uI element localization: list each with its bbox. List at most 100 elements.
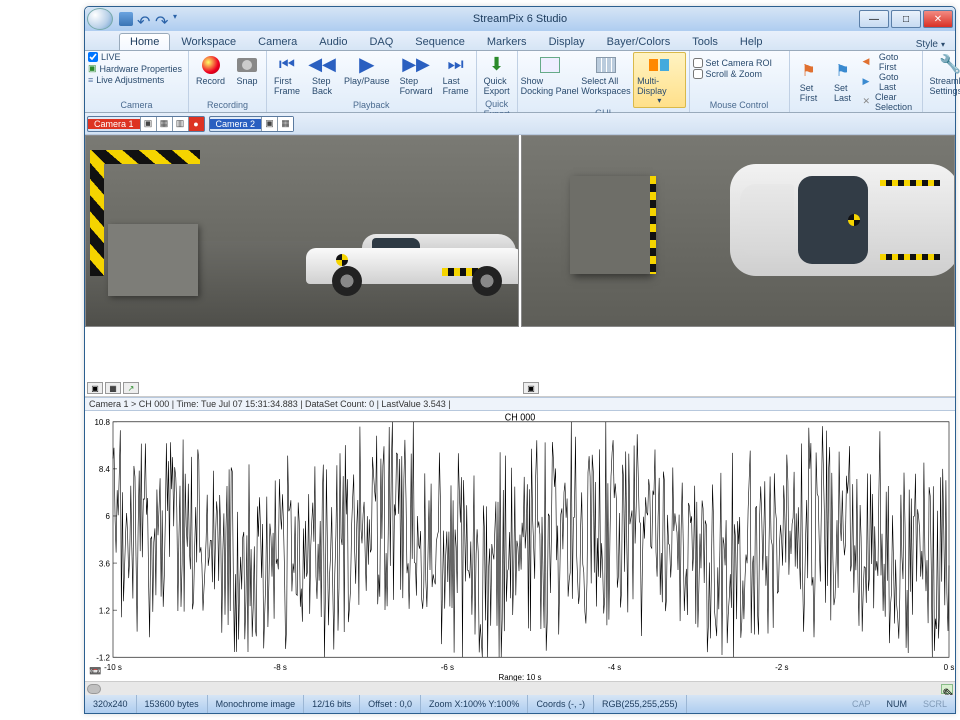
view-tool-icon[interactable]: ↗	[123, 382, 139, 394]
cam-mini-icon[interactable]: ▣	[261, 117, 277, 131]
multi-display-button[interactable]: Multi-Display▾	[633, 52, 685, 108]
live-checkbox[interactable]: LIVE	[88, 52, 185, 62]
status-rgb: RGB(255,255,255)	[594, 695, 687, 713]
tab-display[interactable]: Display	[538, 33, 596, 50]
camera-tab-1[interactable]: Camera 1 ▣ ▦ ▥ ●	[87, 116, 205, 132]
status-bar: 320x240 153600 bytes Monochrome image 12…	[85, 695, 955, 713]
svg-text:3.6: 3.6	[99, 558, 110, 568]
group-label: Mouse Control	[693, 100, 786, 111]
cam-mini-icon[interactable]: ▣	[140, 117, 156, 131]
tab-home[interactable]: Home	[119, 33, 170, 50]
camera-tab-label: Camera 1	[88, 119, 140, 129]
group-label: Camera	[88, 100, 185, 111]
cam-mini-icon[interactable]: ▦	[156, 117, 172, 131]
tab-help[interactable]: Help	[729, 33, 774, 50]
set-camera-roi-checkbox[interactable]: Set Camera ROI	[693, 58, 786, 68]
status-mode: Monochrome image	[208, 695, 305, 713]
camera-tab-2[interactable]: Camera 2 ▣ ▦	[209, 116, 295, 132]
goto-last-icon: ▶	[863, 76, 876, 88]
adjust-icon: ≡	[88, 75, 93, 85]
ribbon-group-playback: ⏮First Frame ◀◀Step Back ▶Play/Pause ▶▶S…	[267, 51, 477, 112]
settings-button[interactable]: 🔧StreamPix Settings	[926, 52, 960, 99]
export-icon: ⬇	[486, 54, 508, 76]
goto-first-button[interactable]: ◀Goto First	[861, 52, 919, 72]
app-orb[interactable]	[87, 8, 113, 30]
svg-text:1.2: 1.2	[99, 605, 110, 615]
select-all-workspaces-button[interactable]: Select All Workspaces	[581, 52, 632, 99]
chevron-down-icon: ▾	[941, 40, 945, 49]
status-dims: 320x240	[85, 695, 137, 713]
group-label	[926, 110, 960, 111]
cam-record-icon[interactable]: ●	[188, 117, 204, 131]
step-forward-button[interactable]: ▶▶Step Forward	[396, 52, 437, 99]
signal-graph[interactable]: CH 00010.88.463.61.2-1.2-10 s-8 s-6 s-4 …	[85, 411, 955, 681]
last-frame-button[interactable]: ⏭Last Frame	[439, 52, 473, 99]
view-tool-icon[interactable]: ▦	[105, 382, 121, 394]
undo-icon[interactable]: ↶	[137, 12, 151, 26]
live-adjustments[interactable]: ≡Live Adjustments	[88, 75, 185, 85]
status-bits: 12/16 bits	[304, 695, 360, 713]
tab-workspace[interactable]: Workspace	[170, 33, 247, 50]
step-back-button[interactable]: ◀◀Step Back	[306, 52, 338, 99]
ribbon-group-settings: 🔧StreamPix Settings	[923, 51, 960, 112]
clear-icon: ✕	[863, 96, 873, 108]
scrollbar-thumb[interactable]	[87, 684, 101, 694]
camera-tab-label: Camera 2	[210, 119, 262, 129]
set-first-button[interactable]: ⚑Set First	[793, 59, 825, 106]
first-frame-button[interactable]: ⏮First Frame	[270, 52, 304, 99]
ribbon-group-camera: LIVE ▣Hardware Properties ≡Live Adjustme…	[85, 51, 189, 112]
tab-sequence[interactable]: Sequence	[404, 33, 476, 50]
set-last-button[interactable]: ⚑Set Last	[827, 59, 859, 106]
cam-mini-icon[interactable]: ▥	[172, 117, 188, 131]
qat-dropdown-icon[interactable]: ▾	[173, 12, 187, 26]
app-window: ↶ ↷ ▾ StreamPix 6 Studio — □ ✕ HomeWorks…	[84, 6, 956, 714]
clear-selection-button[interactable]: ✕Clear Selection	[861, 92, 919, 112]
view-tool-icon[interactable]: ▣	[87, 382, 103, 394]
scrollbar-end-button[interactable]: ✎	[941, 684, 953, 694]
wrench-icon: 🔧	[939, 54, 960, 76]
svg-text:8.4: 8.4	[99, 464, 110, 474]
hardware-properties[interactable]: ▣Hardware Properties	[88, 63, 185, 74]
camera-image-1[interactable]	[85, 135, 519, 327]
svg-text:-4 s: -4 s	[608, 662, 621, 672]
view-tool-icon[interactable]: ▣	[523, 382, 539, 394]
tab-markers[interactable]: Markers	[476, 33, 538, 50]
status-offset: Offset : 0,0	[360, 695, 421, 713]
status-bytes: 153600 bytes	[137, 695, 208, 713]
hw-icon: ▣	[88, 63, 97, 74]
camera-tab-bar: Camera 1 ▣ ▦ ▥ ● Camera 2 ▣ ▦	[85, 113, 955, 135]
style-dropdown[interactable]: Style ▾	[916, 39, 945, 50]
flag-icon: ⚑	[798, 61, 820, 83]
docking-panel-button[interactable]: Show Docking Panel	[521, 52, 579, 99]
svg-text:10.8: 10.8	[94, 417, 110, 427]
horizontal-scrollbar[interactable]: ✎	[85, 681, 955, 695]
tab-tools[interactable]: Tools	[681, 33, 729, 50]
redo-icon[interactable]: ↷	[155, 12, 169, 26]
scroll-zoom-checkbox[interactable]: Scroll & Zoom	[693, 69, 786, 79]
tab-bayercolors[interactable]: Bayer/Colors	[596, 33, 682, 50]
cam-mini-icon[interactable]: ▦	[277, 117, 293, 131]
goto-last-button[interactable]: ▶Goto Last	[861, 72, 919, 92]
camera-view-2: ▣	[521, 135, 955, 396]
maximize-button[interactable]: □	[891, 10, 921, 28]
svg-text:📼: 📼	[89, 666, 101, 677]
group-label: Playback	[270, 100, 473, 111]
camera-view-1: ▣ ▦ ↗	[85, 135, 519, 396]
tab-camera[interactable]: Camera	[247, 33, 308, 50]
save-icon[interactable]	[119, 12, 133, 26]
close-button[interactable]: ✕	[923, 10, 953, 28]
minimize-button[interactable]: —	[859, 10, 889, 28]
status-coords: Coords (-, -)	[528, 695, 594, 713]
camera-image-2[interactable]	[521, 135, 955, 327]
record-button[interactable]: Record	[192, 52, 229, 89]
play-pause-button[interactable]: ▶Play/Pause	[340, 52, 394, 89]
camera-icon	[236, 54, 258, 76]
tab-audio[interactable]: Audio	[308, 33, 358, 50]
panel-icon	[539, 54, 561, 76]
quick-export-button[interactable]: ⬇Quick Export	[480, 52, 514, 99]
tab-daq[interactable]: DAQ	[358, 33, 404, 50]
snap-button[interactable]: Snap	[231, 52, 263, 89]
quick-access-toolbar: ↶ ↷ ▾	[119, 12, 187, 26]
ribbon-group-export: ⬇Quick Export Quick Export	[477, 51, 518, 112]
status-cap: CAP	[844, 699, 879, 709]
